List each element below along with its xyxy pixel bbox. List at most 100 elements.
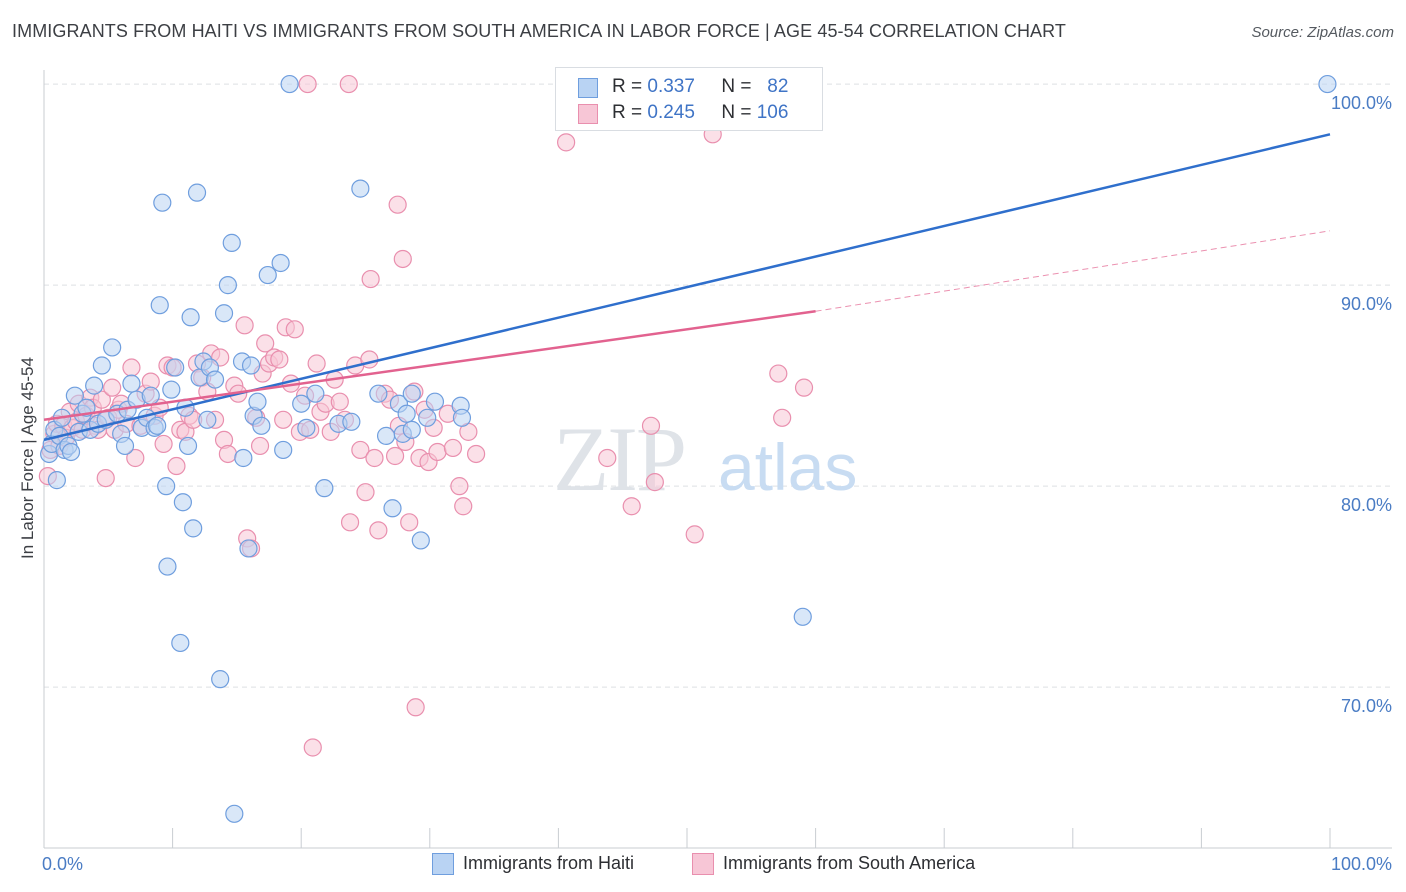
south-america-point <box>270 350 289 369</box>
haiti-point <box>452 408 472 427</box>
haiti-point <box>411 531 430 550</box>
gridlines <box>44 83 1392 688</box>
watermark-zip-text: ZIP <box>553 408 685 510</box>
haiti-point <box>187 183 207 202</box>
haiti-point <box>211 670 230 689</box>
south-america-point <box>393 249 412 269</box>
haiti-point <box>397 404 416 423</box>
legend-n-value-haiti: 82 <box>767 76 789 97</box>
south-america-point <box>385 446 405 466</box>
south-america-point <box>96 468 115 488</box>
south-america-point <box>256 334 275 353</box>
haiti-point <box>103 338 122 357</box>
y-tick-label: 100.0% <box>1331 93 1392 113</box>
south-america-point <box>428 442 447 462</box>
haiti-point <box>369 384 388 403</box>
legend-n-value-south-america: 106 <box>756 102 789 123</box>
south-america-point <box>218 444 237 464</box>
south-america-point <box>361 269 380 289</box>
haiti-point <box>793 607 812 626</box>
haiti-point <box>280 74 299 94</box>
tick-labels: 70.0% 80.0% 90.0% 100.0% 0.0% 100.0% <box>42 93 1392 874</box>
south-america-point <box>466 444 486 464</box>
haiti-point <box>218 276 237 295</box>
haiti-point <box>274 440 293 460</box>
south-america-point <box>154 434 173 454</box>
haiti-point <box>418 408 437 427</box>
south-america-point <box>454 497 473 516</box>
haiti-point <box>184 519 203 538</box>
south-america-point <box>92 390 111 409</box>
trend-lines <box>43 133 1331 442</box>
south-america-point <box>330 392 349 411</box>
south-america-point <box>356 483 375 502</box>
south-america-point <box>126 448 145 468</box>
haiti-point <box>157 477 176 496</box>
south-america-point <box>369 521 388 540</box>
south-america-point <box>685 525 704 544</box>
south-america-point <box>298 74 317 94</box>
haiti-point <box>241 356 261 375</box>
south-america-point <box>285 320 304 339</box>
haiti-point <box>292 394 311 413</box>
haiti-point <box>1318 74 1337 94</box>
haiti-point <box>115 436 135 456</box>
x-tick-label: 0.0% <box>42 854 83 874</box>
legend-r-value-haiti: 0.337 <box>647 76 695 97</box>
south-america-trend-line <box>43 310 816 422</box>
legend-n-label: N = <box>721 102 752 123</box>
south-america-point <box>339 74 358 94</box>
south-america-point <box>303 738 322 757</box>
south-america-point <box>274 410 293 429</box>
south-america-point <box>307 354 326 373</box>
haiti-point <box>271 253 290 273</box>
south-america-point <box>103 378 122 397</box>
haiti-point <box>153 193 172 212</box>
haiti-point <box>141 386 160 405</box>
haiti-point <box>252 416 271 435</box>
south-america-point <box>360 350 379 369</box>
south-america-point <box>406 698 425 717</box>
south-america-point <box>645 473 664 492</box>
haiti-legend-label: Immigrants from Haiti <box>463 853 635 873</box>
haiti-point <box>85 376 104 395</box>
haiti-point <box>258 265 277 285</box>
haiti-point <box>198 410 217 429</box>
haiti-point <box>315 479 334 498</box>
haiti-point <box>205 370 225 389</box>
y-tick-label: 90.0% <box>1341 294 1392 314</box>
haiti-point <box>376 426 396 445</box>
haiti-point <box>402 384 421 403</box>
south-america-point <box>443 438 463 458</box>
x-tick-label: 100.0% <box>1331 854 1392 874</box>
haiti-point <box>47 471 66 490</box>
south-america-legend-label: Immigrants from South America <box>723 853 976 873</box>
watermark-atlas-text: atlas <box>718 430 857 504</box>
haiti-point <box>222 233 241 252</box>
haiti-point <box>181 308 200 327</box>
south-america-point <box>773 408 792 427</box>
haiti-point <box>425 392 445 411</box>
haiti-point <box>65 386 84 405</box>
south-america-point <box>622 497 641 516</box>
y-tick-label: 70.0% <box>1341 696 1392 716</box>
haiti-point <box>342 412 361 431</box>
haiti-point <box>162 380 181 399</box>
haiti-point <box>234 448 253 468</box>
south-america-point <box>557 133 576 152</box>
haiti-point <box>158 557 177 576</box>
haiti-point <box>383 499 402 518</box>
haiti-legend-swatch <box>432 853 454 875</box>
south-america-point <box>598 448 617 468</box>
haiti-point <box>173 493 192 512</box>
south-america-point <box>122 358 141 377</box>
watermark: ZIP atlas <box>553 408 857 510</box>
south-america-point <box>340 513 360 532</box>
haiti-point <box>297 418 316 437</box>
haiti-point <box>214 304 234 323</box>
haiti-point <box>306 384 325 403</box>
haiti-swatch <box>578 78 598 98</box>
haiti-point <box>148 416 167 435</box>
south-america-point <box>794 378 814 397</box>
